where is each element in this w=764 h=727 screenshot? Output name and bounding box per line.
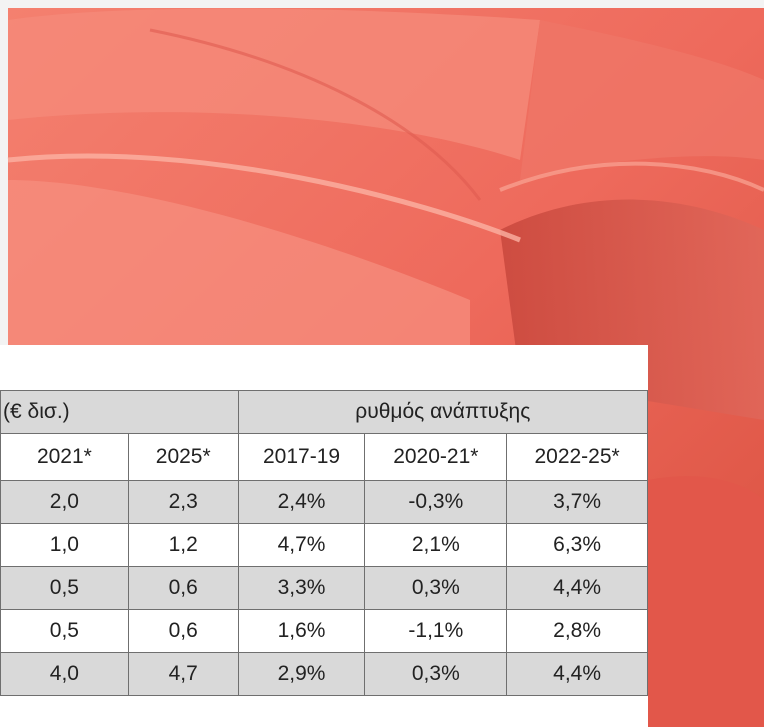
table-cell: 3,7% <box>507 481 648 524</box>
table-cell: 0,6 <box>128 567 238 610</box>
table-cell: 2,3 <box>128 481 238 524</box>
column-header: 2020-21* <box>365 434 507 481</box>
table-cell: 2,0 <box>1 481 129 524</box>
table-cell: 4,4% <box>507 653 648 696</box>
table-cell: 1,6% <box>238 610 365 653</box>
table-cell: 1,2 <box>128 524 238 567</box>
group-header: ρυθμός ανάπτυξης <box>238 391 647 434</box>
column-header: 2017-19 <box>238 434 365 481</box>
table-cell: 2,4% <box>238 481 365 524</box>
table-cell: 0,5 <box>1 610 129 653</box>
table-cell: 4,7 <box>128 653 238 696</box>
table-cell: 2,9% <box>238 653 365 696</box>
table-cell: 3,3% <box>238 567 365 610</box>
group-header: (€ δισ.) <box>1 391 239 434</box>
table-cell: -1,1% <box>365 610 507 653</box>
table-cell: 0,3% <box>365 567 507 610</box>
table-cell: 6,3% <box>507 524 648 567</box>
table-cell: 2,1% <box>365 524 507 567</box>
table-cell: 1,0 <box>1 524 129 567</box>
table-cell: 0,3% <box>365 653 507 696</box>
table-cell: -0,3% <box>365 481 507 524</box>
column-header: 2025* <box>128 434 238 481</box>
group-header-row: (€ δισ.)ρυθμός ανάπτυξης <box>1 391 648 434</box>
table-cell: 0,5 <box>1 567 129 610</box>
table-cell: 0,6 <box>128 610 238 653</box>
table-cell: 4,4% <box>507 567 648 610</box>
column-header: 2021* <box>1 434 129 481</box>
table-cell: 4,7% <box>238 524 365 567</box>
page: {"table": { "group_headers": ["(€ δισ.)"… <box>0 0 764 727</box>
table-cell: 4,0 <box>1 653 129 696</box>
table-cell: 2,8% <box>507 610 648 653</box>
column-header: 2022-25* <box>507 434 648 481</box>
